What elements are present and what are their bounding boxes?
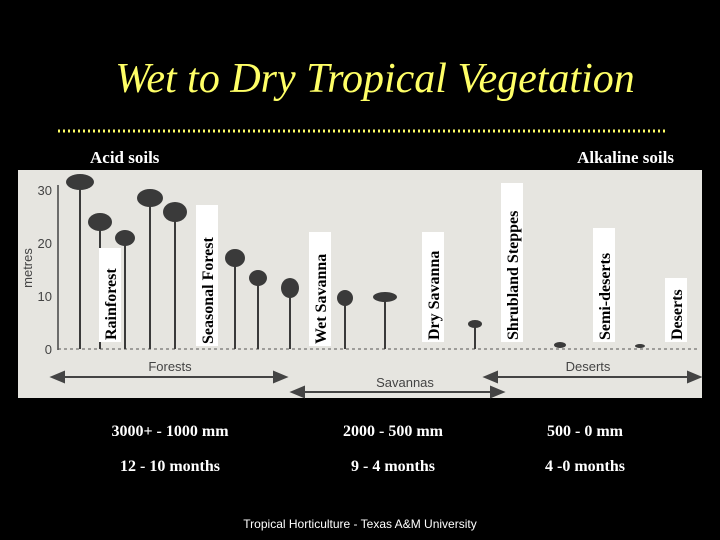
left-label: Acid soils	[90, 148, 160, 167]
rainfall: 3000+ - 1000 mm	[111, 423, 229, 440]
zone-label: Savannas	[376, 375, 434, 390]
wet-months: 12 - 10 months	[120, 458, 220, 475]
rainfall: 2000 - 500 mm	[343, 423, 444, 440]
y-tick-label: 10	[38, 289, 52, 304]
zone-arrows	[49, 370, 703, 399]
label-box	[422, 232, 444, 342]
label-box	[196, 205, 218, 346]
label-box	[665, 278, 687, 342]
footer: Tropical Horticulture - Texas A&M Univer…	[243, 517, 476, 531]
label-box	[501, 183, 523, 342]
vegetation-label: Wet Savanna	[313, 254, 330, 344]
y-axis-label: metres	[20, 248, 35, 288]
figure-panel	[18, 170, 702, 398]
vegetation-label: Shrubland Steppes	[505, 211, 522, 340]
label-box	[99, 248, 121, 342]
slide-title: Wet to Dry Tropical Vegetation	[115, 56, 635, 102]
vegetation-label: Deserts	[669, 289, 686, 340]
rainfall: 500 - 0 mm	[547, 423, 624, 440]
figure: 30 20 10 0 metres	[18, 170, 703, 399]
y-tick-label: 30	[38, 183, 52, 198]
right-label: Alkaline soils	[577, 148, 674, 167]
label-box	[309, 232, 331, 346]
wet-months: 4 -0 months	[545, 458, 625, 475]
zone-label: Forests	[148, 359, 192, 374]
zone-label: Deserts	[566, 359, 611, 374]
label-box	[593, 228, 615, 342]
vegetation-label: Seasonal Forest	[200, 237, 217, 344]
y-tick-label: 20	[38, 236, 52, 251]
y-tick-label: 0	[45, 342, 52, 357]
vegetation-label: Dry Savanna	[426, 251, 443, 340]
vegetation-label: Semi-deserts	[597, 253, 614, 340]
wet-months: 9 - 4 months	[351, 458, 435, 475]
vegetation-label: Rainforest	[103, 268, 120, 340]
